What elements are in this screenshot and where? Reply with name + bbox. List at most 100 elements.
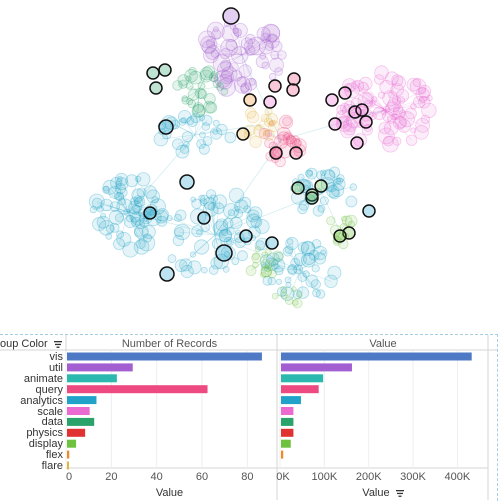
graph-node[interactable] [261,33,271,43]
graph-node[interactable] [199,132,205,138]
graph-node[interactable] [247,111,259,123]
graph-node[interactable] [265,249,271,255]
graph-node[interactable] [421,115,430,124]
graph-node[interactable] [134,239,149,254]
graph-node[interactable] [269,73,276,80]
graph-node[interactable] [307,170,312,175]
graph-node[interactable] [291,287,296,292]
selected-graph-node[interactable] [269,80,281,92]
graph-node[interactable] [117,188,127,198]
graph-node[interactable] [272,293,278,299]
graph-node[interactable] [234,77,250,93]
graph-node[interactable] [167,216,172,221]
graph-node[interactable] [378,92,384,98]
graph-node[interactable] [188,261,201,274]
selected-graph-node[interactable] [306,192,318,204]
graph-node[interactable] [296,292,302,298]
category-label-scale[interactable]: scale [37,407,63,417]
graph-node[interactable] [221,60,231,70]
graph-node[interactable] [117,199,132,214]
graph-node[interactable] [192,226,203,237]
graph-node[interactable] [208,203,215,210]
graph-node[interactable] [202,267,208,273]
selected-graph-node[interactable] [270,147,282,159]
graph-node[interactable] [256,125,261,130]
graph-node[interactable] [391,114,397,120]
selected-graph-node[interactable] [363,205,375,217]
graph-node[interactable] [287,239,293,245]
graph-node[interactable] [311,280,320,289]
graph-node[interactable] [389,92,395,98]
graph-node[interactable] [262,62,269,69]
category-label-query[interactable]: query [35,385,63,395]
graph-node[interactable] [264,118,272,126]
graph-node[interactable] [156,209,168,221]
category-label-physics[interactable]: physics [26,428,63,438]
graph-node[interactable] [293,299,302,308]
selected-graph-node[interactable] [292,182,304,194]
selected-graph-node[interactable] [326,94,338,106]
graph-node[interactable] [184,142,190,148]
graph-node[interactable] [383,136,399,152]
graph-node[interactable] [265,108,272,115]
graph-node[interactable] [127,215,134,222]
graph-node[interactable] [239,65,251,77]
graph-node[interactable] [176,210,187,221]
graph-node[interactable] [207,22,224,39]
graph-node[interactable] [419,87,426,94]
graph-node[interactable] [313,206,324,217]
graph-node[interactable] [415,125,429,139]
graph-node[interactable] [172,139,183,150]
graph-node[interactable] [320,197,328,205]
graph-node[interactable] [266,43,273,50]
graph-node[interactable] [191,197,196,202]
selected-graph-node[interactable] [288,73,300,85]
graph-node[interactable] [331,184,343,196]
category-label-vis[interactable]: vis [50,352,63,362]
graph-node[interactable] [234,209,243,218]
category-label-animate[interactable]: animate [24,374,63,384]
graph-node[interactable] [411,128,416,133]
graph-node[interactable] [341,124,355,138]
graph-node[interactable] [371,97,377,103]
graph-node[interactable] [188,89,199,100]
selected-graph-node[interactable] [147,67,159,79]
selected-graph-node[interactable] [329,118,341,130]
x-axis-title-value[interactable]: Value [280,487,486,499]
graph-node[interactable] [186,83,193,90]
graph-node[interactable] [250,136,262,148]
graph-node[interactable] [312,240,321,249]
graph-node[interactable] [227,227,235,235]
graph-node[interactable] [115,214,123,222]
graph-node[interactable] [298,174,304,180]
graph-node[interactable] [238,251,248,261]
category-label-util[interactable]: util [49,363,63,373]
category-label-flare[interactable]: flare [42,461,63,471]
graph-node[interactable] [182,96,188,102]
graph-node[interactable] [285,277,291,283]
graph-node[interactable] [168,255,176,263]
graph-node[interactable] [206,39,214,47]
graph-node[interactable] [298,273,307,282]
graph-node[interactable] [225,132,236,143]
selected-graph-node[interactable] [198,212,210,224]
graph-node[interactable] [379,122,391,134]
selected-graph-node[interactable] [216,245,232,261]
graph-node[interactable] [175,260,187,272]
selected-graph-node[interactable] [360,116,372,128]
graph-node[interactable] [228,210,234,216]
graph-node[interactable] [249,79,256,86]
graph-node[interactable] [194,240,208,254]
graph-node[interactable] [374,75,384,85]
graph-node[interactable] [294,253,306,265]
graph-node[interactable] [217,124,228,135]
graph-node[interactable] [223,218,233,228]
graph-node[interactable] [252,254,261,263]
category-label-analytics[interactable]: analytics [20,396,63,406]
graph-node[interactable] [117,231,124,238]
selected-graph-node[interactable] [150,82,162,94]
graph-node[interactable] [244,206,251,213]
graph-node[interactable] [283,117,292,126]
category-label-data[interactable]: data [42,417,63,427]
graph-node[interactable] [90,206,97,213]
